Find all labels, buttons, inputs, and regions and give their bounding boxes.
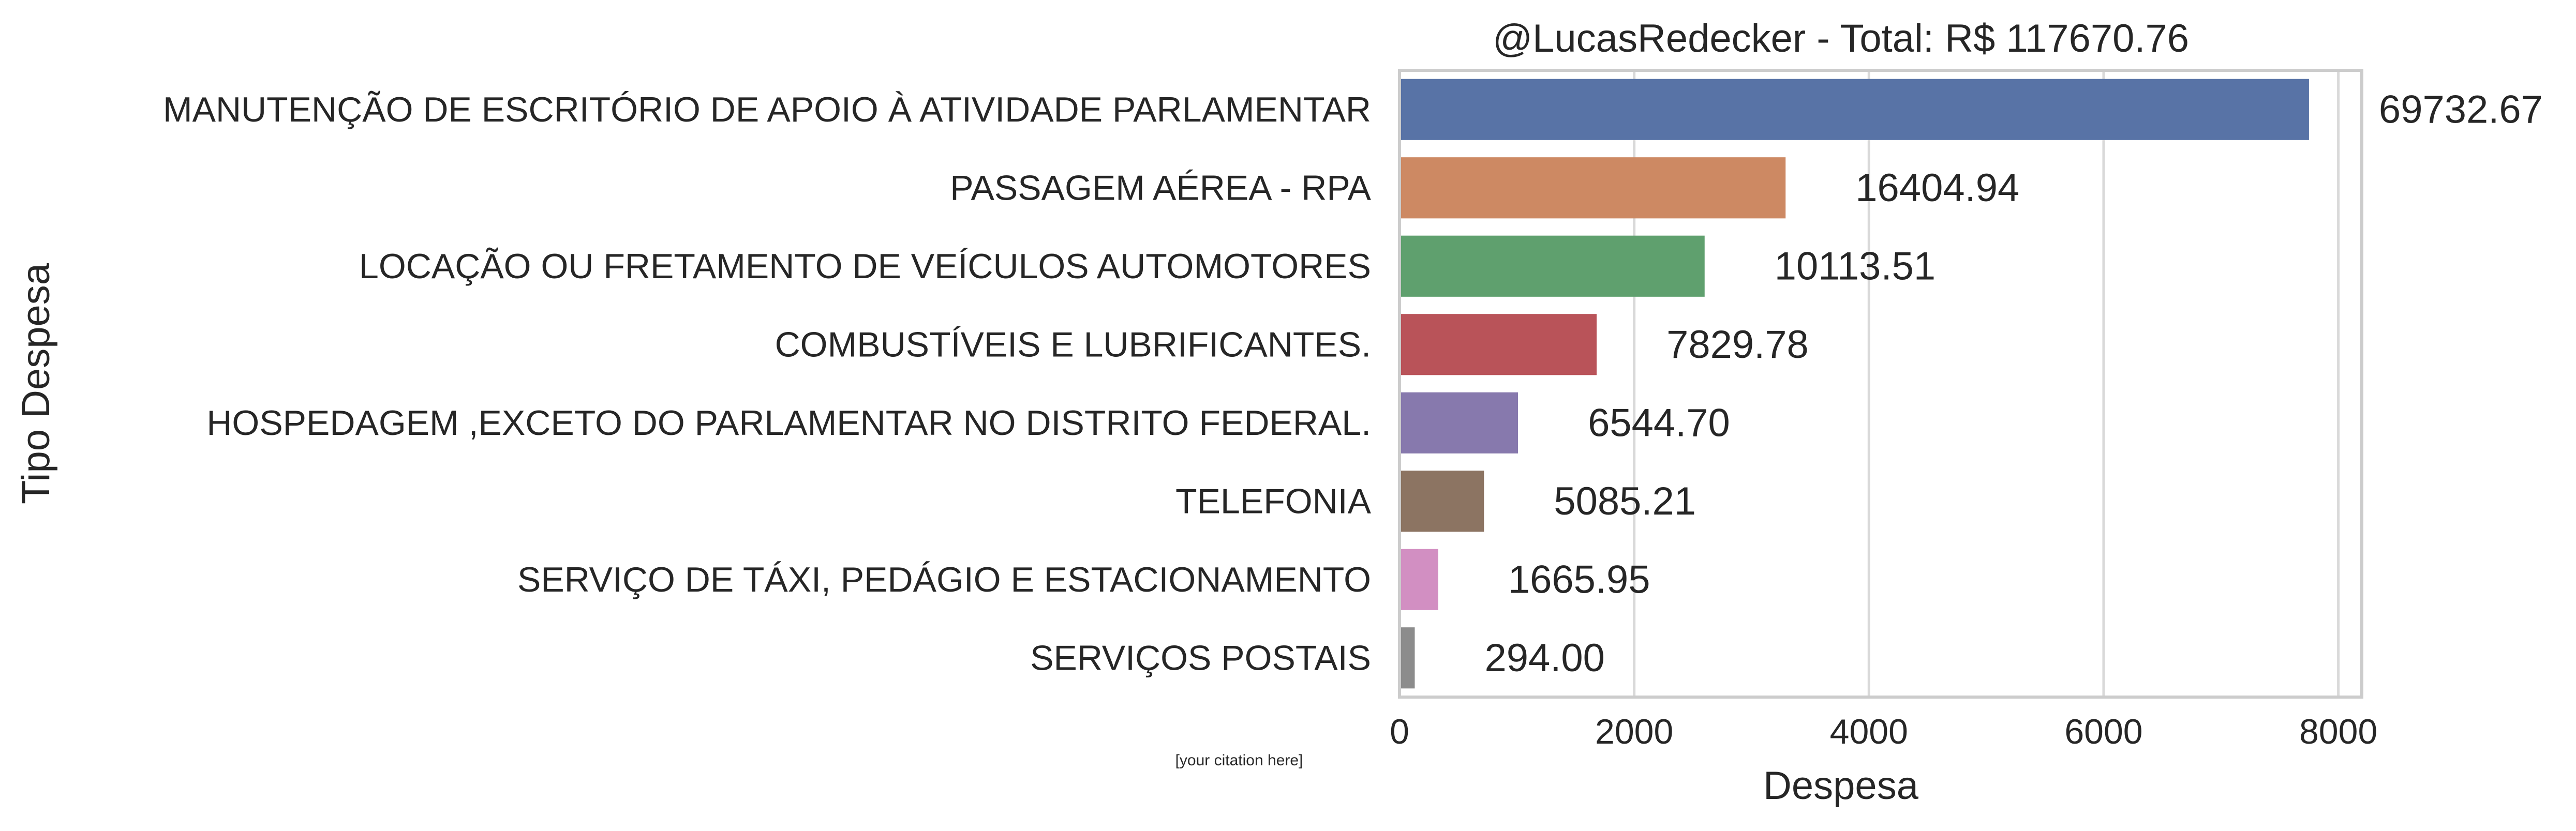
value-label: 69732.67 xyxy=(2379,87,2543,131)
x-tick-label: 4000 xyxy=(1830,712,1908,751)
citation: [your citation here] xyxy=(1175,752,1303,769)
value-label: 1665.95 xyxy=(1508,557,1650,601)
value-label: 294.00 xyxy=(1484,636,1604,680)
x-tick-label: 0 xyxy=(1390,712,1409,751)
category-label: PASSAGEM AÉREA - RPA xyxy=(950,168,1371,207)
x-axis-title: Despesa xyxy=(1763,764,1919,808)
bar xyxy=(1399,314,1597,375)
x-tick-label: 8000 xyxy=(2299,712,2377,751)
bar xyxy=(1399,392,1518,454)
value-label: 10113.51 xyxy=(1775,244,1935,288)
value-label: 6544.70 xyxy=(1588,401,1730,445)
category-label: COMBUSTÍVEIS E LUBRIFICANTES. xyxy=(775,325,1371,364)
bar xyxy=(1399,627,1415,689)
bar xyxy=(1399,79,2309,140)
y-axis-title: Tipo Despesa xyxy=(14,263,58,504)
bar xyxy=(1399,549,1438,610)
chart-title: @LucasRedecker - Total: R$ 117670.76 xyxy=(1493,17,2189,61)
x-tick-label: 6000 xyxy=(2064,712,2142,751)
x-tick-label: 2000 xyxy=(1595,712,1673,751)
plot-frame xyxy=(1398,69,2363,699)
bar xyxy=(1399,471,1484,532)
label-layer: 0 2000 4000 6000 8000 MANUTENÇÃO DE ESCRITÓRI… xyxy=(163,87,2543,751)
bar xyxy=(1399,157,1786,219)
bar-layer xyxy=(1399,79,2309,689)
value-label: 7829.78 xyxy=(1666,323,1809,367)
category-label: SERVIÇOS POSTAIS xyxy=(1030,638,1371,677)
value-label: 5085.21 xyxy=(1554,479,1696,523)
category-label: HOSPEDAGEM ,EXCETO DO PARLAMENTAR NO DIS… xyxy=(206,403,1371,443)
category-label: SERVIÇO DE TÁXI, PEDÁGIO E ESTACIONAMENT… xyxy=(517,560,1371,599)
value-label: 16404.94 xyxy=(1855,166,2019,210)
category-label: LOCAÇÃO OU FRETAMENTO DE VEÍCULOS AUTOMO… xyxy=(359,247,1371,286)
category-label: MANUTENÇÃO DE ESCRITÓRIO DE APOIO À ATIV… xyxy=(163,90,1371,129)
category-label: TELEFONIA xyxy=(1175,481,1371,521)
bar xyxy=(1399,235,1705,297)
